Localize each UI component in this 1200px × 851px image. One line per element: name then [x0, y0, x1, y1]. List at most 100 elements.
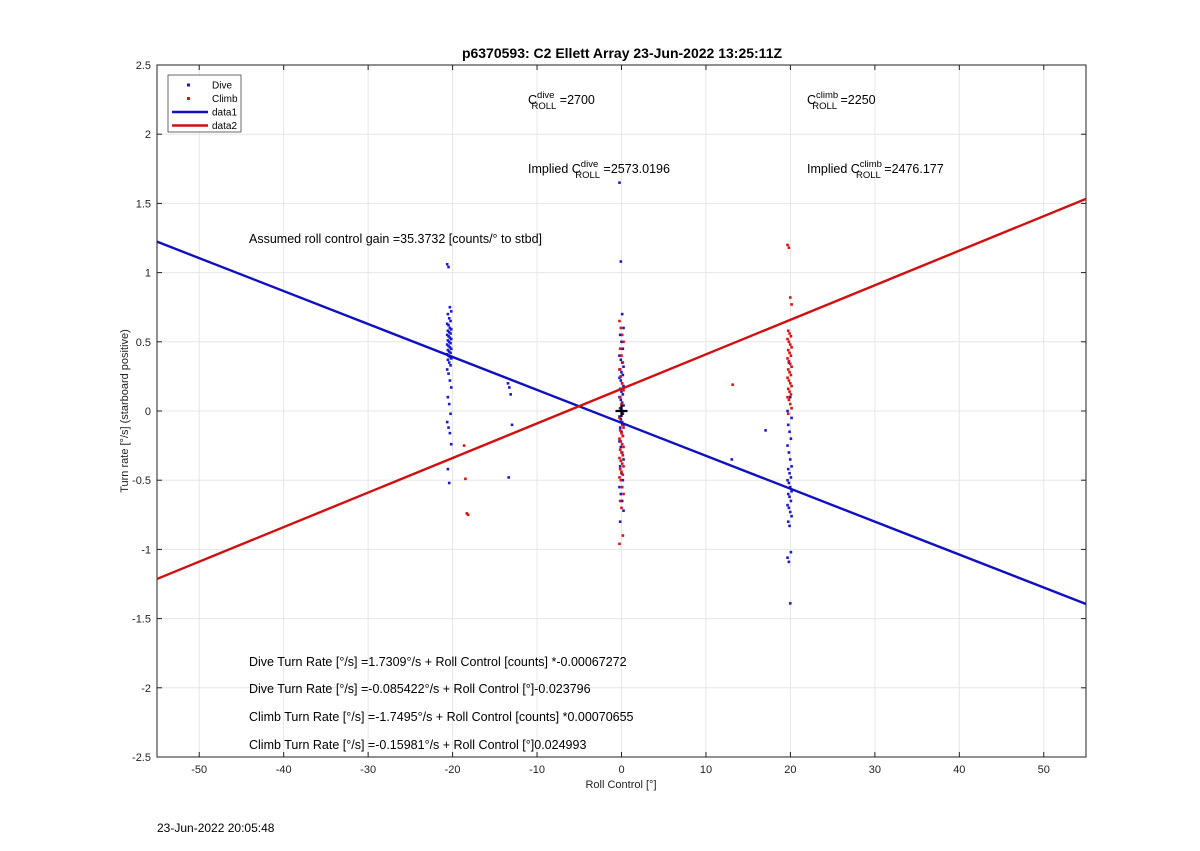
dive-point [510, 423, 514, 427]
dive-point [445, 343, 449, 346]
climb-point [786, 368, 790, 371]
climb-point [618, 448, 622, 452]
y-tick-label: -1.5 [132, 614, 151, 626]
dive-point [786, 520, 790, 524]
climb-point [787, 379, 791, 382]
dive-point [787, 481, 791, 485]
x-tick-label: -20 [445, 764, 461, 776]
climb-point [787, 398, 791, 402]
x-tick-label: 0 [618, 764, 624, 776]
climb-point [618, 456, 621, 460]
climb-point [620, 462, 624, 465]
dive-point [446, 312, 450, 316]
legend: Dive Climb data1 data2 [167, 74, 242, 133]
dive-point [618, 520, 622, 524]
climb-point [731, 383, 734, 387]
axis-ticks: -50 -40 -30 -20 -10 0 10 20 30 40 50-2.5-2-1.5-1-0… [132, 60, 1086, 776]
dive-point [447, 361, 451, 364]
dive-point [445, 322, 449, 326]
climb-point [786, 387, 790, 391]
dive-point [620, 340, 623, 344]
dive-point [786, 478, 789, 482]
y-axis-label: Turn rate [°/s] (starboard positive) [119, 329, 131, 493]
dive-point [447, 344, 450, 348]
dive-point [788, 485, 792, 489]
legend-label: Climb [212, 94, 238, 105]
legend-marker [187, 83, 190, 87]
dive-point [618, 406, 622, 410]
climb-point [621, 473, 625, 476]
climb-point [787, 340, 791, 344]
dive-point [622, 509, 625, 512]
dive-point [445, 368, 449, 371]
dive-point [787, 361, 791, 364]
dive-point [619, 379, 623, 382]
dive-point [449, 310, 453, 313]
dive-point [449, 332, 452, 335]
x-tick-label: 10 [700, 764, 712, 776]
dive-point [788, 458, 792, 461]
climb-point [790, 365, 793, 369]
scatter-points [445, 181, 793, 605]
climb-point [790, 384, 793, 388]
climb-point [620, 423, 624, 427]
dive-point [789, 437, 793, 440]
dive-point [619, 492, 623, 496]
dive-point [619, 398, 623, 402]
dive-point [619, 445, 623, 449]
dive-point [621, 373, 625, 377]
dive-point [620, 390, 623, 393]
dive-point [786, 492, 790, 496]
y-tick-label: 0.5 [136, 337, 151, 349]
dive-point [619, 418, 623, 421]
dive-point [621, 347, 625, 351]
climb-point [618, 347, 622, 351]
climb-point [621, 434, 625, 438]
climb-point [786, 376, 789, 380]
dive-point [786, 423, 790, 427]
x-tick-label: -40 [276, 764, 292, 776]
climb-point [464, 477, 467, 481]
dive-point [790, 514, 793, 518]
dive-point [621, 393, 625, 396]
climb-point [621, 534, 625, 537]
climb-point [620, 485, 624, 489]
dive-point [788, 524, 791, 528]
dive-point [787, 451, 791, 454]
climb-point [787, 359, 791, 363]
dive-point [449, 442, 453, 446]
dive-point [449, 337, 453, 341]
dive-point [618, 333, 622, 337]
dive-point [789, 550, 793, 554]
dive-point [786, 556, 789, 560]
climb-point [620, 382, 624, 385]
dive-point [448, 326, 452, 330]
fit-lines [156, 197, 1087, 606]
dive-point [447, 372, 450, 375]
dive-point [447, 402, 451, 406]
climb-point [619, 375, 623, 378]
dive-point [730, 458, 734, 461]
dive-point [622, 365, 625, 369]
dive-point [621, 478, 625, 482]
climb-point [789, 393, 793, 396]
dive-point [620, 401, 624, 404]
climb-point [618, 368, 621, 371]
climb-point [787, 246, 791, 249]
dive-point [618, 440, 621, 443]
dive-point [622, 326, 625, 330]
dive-point [788, 471, 791, 475]
climb-point [786, 412, 790, 416]
dive-point [621, 412, 625, 416]
climb-point [788, 370, 791, 374]
dive-point [446, 395, 450, 399]
dive-point [618, 354, 621, 357]
climb-point [619, 326, 623, 330]
data1-fit-line [156, 240, 1087, 606]
climb-point [618, 319, 621, 323]
gain-annotation: Assumed roll control gain =35.3732 [coun… [249, 232, 542, 246]
climb-point [788, 343, 792, 346]
climb-point [788, 351, 791, 355]
climb-point [466, 513, 470, 517]
dive-point [788, 395, 792, 399]
